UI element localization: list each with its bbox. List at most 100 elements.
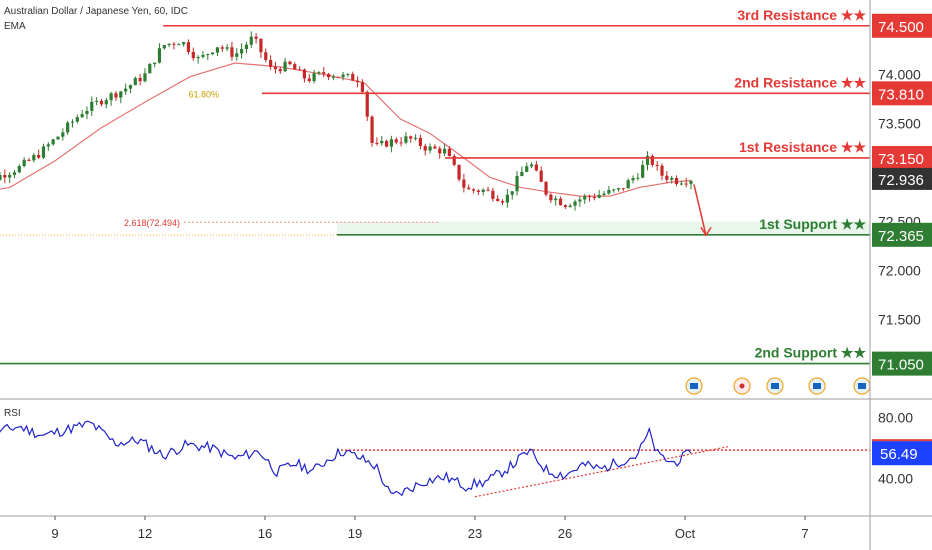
last-price-value: 72.936: [878, 172, 924, 189]
candle-body: [607, 190, 611, 194]
candle-body: [641, 164, 645, 178]
level-price-tag: [872, 13, 932, 38]
candle-body: [41, 146, 46, 158]
candle-body: [51, 139, 55, 145]
last-price-tag: [872, 167, 932, 190]
candle-body: [573, 201, 577, 206]
candle-body: [8, 174, 12, 178]
level-price-tag: [872, 81, 932, 106]
candle-body: [148, 63, 152, 74]
candle-body: [452, 156, 456, 165]
x-tick-label: 19: [348, 526, 362, 541]
level-price-value: 73.150: [878, 151, 924, 168]
candle-body: [153, 62, 157, 64]
candle-body: [12, 172, 17, 175]
candle-body: [684, 183, 688, 185]
level-label-resistance: 3rd Resistance ★★: [737, 7, 866, 23]
rsi-trend-line: [474, 445, 731, 498]
candle-body: [22, 159, 26, 167]
support-zone: [337, 221, 870, 235]
candle-body: [457, 164, 461, 180]
candle-body: [326, 73, 331, 78]
candle-body: [380, 140, 384, 144]
candle-body: [196, 56, 200, 59]
candle-body: [592, 196, 596, 198]
candle-body: [602, 193, 606, 195]
candle-body: [384, 140, 389, 147]
candle-body: [689, 181, 693, 184]
candle-body: [438, 148, 442, 154]
down-arrow-line: [693, 184, 707, 236]
candle-body: [157, 48, 162, 63]
candle-body: [655, 164, 659, 166]
candle-body: [264, 52, 268, 60]
flag-icon-field: [771, 383, 779, 389]
candle-body: [312, 73, 316, 82]
down-arrow-head: [700, 226, 712, 237]
candle-body: [389, 139, 394, 147]
candle-body: [244, 44, 249, 50]
candle-body: [143, 73, 147, 82]
x-tick-label: 9: [51, 526, 58, 541]
candle-body: [56, 136, 60, 140]
candle-body: [307, 78, 311, 82]
flag-icon-field: [690, 383, 698, 389]
y-tick-label: 71.500: [878, 312, 921, 328]
candle-body: [138, 78, 142, 82]
candle-body: [297, 69, 302, 71]
candle-body: [597, 194, 601, 198]
candle-body: [587, 196, 592, 198]
candle-body: [394, 139, 398, 143]
candle-body: [17, 166, 21, 173]
candle-body: [186, 42, 191, 52]
candle-body: [109, 93, 113, 101]
candle-body: [515, 176, 519, 192]
candle-body: [491, 190, 495, 199]
level-price-tag: [872, 145, 932, 170]
candle-body: [104, 100, 108, 105]
candle-body: [119, 91, 123, 98]
fib-label: 61.80%: [188, 89, 219, 99]
candle-body: [283, 61, 287, 72]
candle-body: [206, 54, 210, 56]
level-price-value: 71.050: [878, 357, 924, 374]
rsi-y-tick-label: 40.00: [878, 470, 913, 486]
candle-body: [351, 73, 355, 81]
x-tick-label: 7: [801, 526, 808, 541]
candle-body: [240, 49, 244, 54]
candle-body: [355, 80, 360, 83]
candle-body: [404, 136, 408, 143]
candle-body: [433, 146, 437, 149]
candle-body: [486, 189, 490, 191]
candle-body: [70, 121, 75, 123]
candle-body: [302, 69, 307, 79]
candle-body: [370, 116, 374, 143]
rsi-line: [0, 420, 692, 497]
candle-body: [177, 44, 181, 46]
candle-body: [254, 36, 258, 39]
candle-body: [665, 175, 669, 180]
y-tick-label: 74.000: [878, 67, 921, 83]
candle-body: [95, 100, 99, 102]
candle-body: [124, 88, 128, 92]
candle-body: [293, 64, 297, 70]
candle-body: [447, 148, 451, 157]
candle-body: [182, 42, 186, 45]
candle-body: [27, 159, 31, 161]
x-tick-label: 26: [558, 526, 572, 541]
candle-body: [75, 117, 79, 122]
candle-body: [534, 164, 538, 171]
candle-body: [288, 61, 292, 65]
candle-body: [549, 194, 553, 201]
candle-body: [259, 38, 263, 53]
candle-body: [544, 181, 548, 195]
candle-body: [423, 146, 427, 151]
candle-body: [670, 177, 674, 180]
candle-body: [0, 174, 2, 180]
candle-body: [167, 43, 171, 46]
candle-body: [476, 190, 480, 192]
candle-body: [413, 137, 418, 139]
candle-body: [442, 148, 447, 154]
candle-body: [539, 170, 543, 182]
